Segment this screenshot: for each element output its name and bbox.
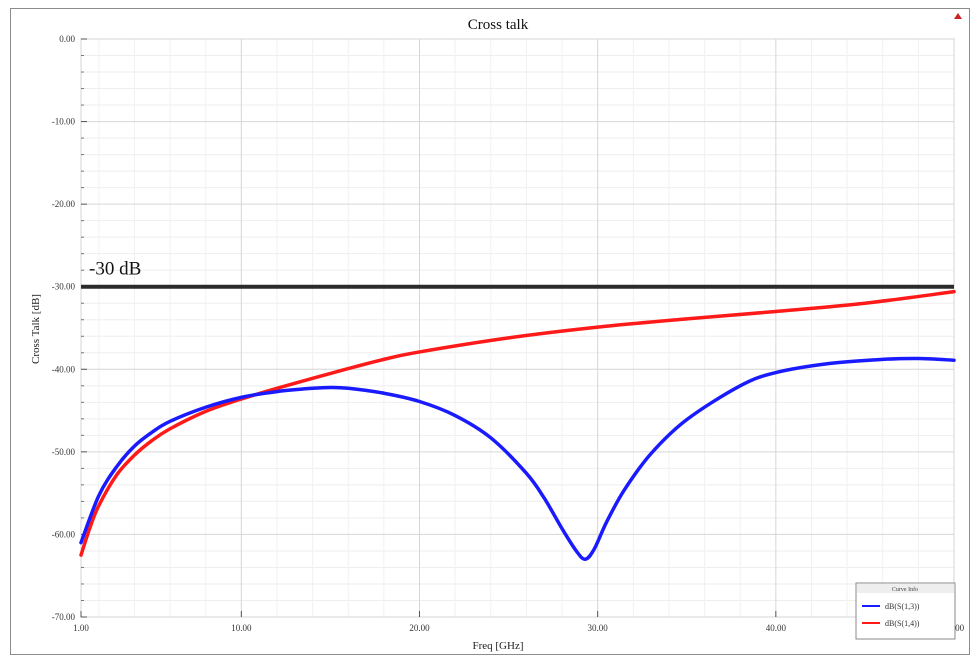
y-tick-label: -10.00 (52, 117, 76, 127)
y-tick-label: 0.00 (59, 34, 75, 44)
x-tick-label: 20.00 (409, 623, 430, 633)
y-tick-label: -70.00 (52, 612, 76, 622)
plot-area (81, 39, 954, 617)
y-tick-label: -60.00 (52, 529, 76, 539)
y-tick-label: -30.00 (52, 282, 76, 292)
x-axis-title: Freq [GHz] (472, 640, 523, 652)
x-tick-label: 40.00 (766, 623, 787, 633)
plot-window: 0.00 -10.00 -20.00 -30.00 -40.00 -50.00 -60.00… (10, 8, 970, 655)
y-tick-label: -40.00 (52, 364, 76, 374)
chart-title: Cross talk (468, 17, 529, 33)
x-tick-label: 1.00 (73, 623, 89, 633)
y-axis-title: Cross Talk [dB] (30, 294, 42, 364)
reference-line-label: -30 dB (89, 259, 141, 280)
legend[interactable]: Curve Info dB(S(1,3)) dB(S(1,4)) (856, 583, 955, 639)
x-tick-label: 10.00 (231, 623, 252, 633)
plot-border (81, 39, 954, 617)
x-tick-label: 30.00 (588, 623, 609, 633)
legend-label-s13: dB(S(1,3)) (885, 602, 920, 611)
y-tick-label: -50.00 (52, 447, 76, 457)
legend-label-s14: dB(S(1,4)) (885, 619, 920, 628)
legend-title: Curve Info (892, 586, 918, 593)
y-tick-label: -20.00 (52, 199, 76, 209)
chart: 0.00 -10.00 -20.00 -30.00 -40.00 -50.00 -60.00… (11, 9, 969, 654)
